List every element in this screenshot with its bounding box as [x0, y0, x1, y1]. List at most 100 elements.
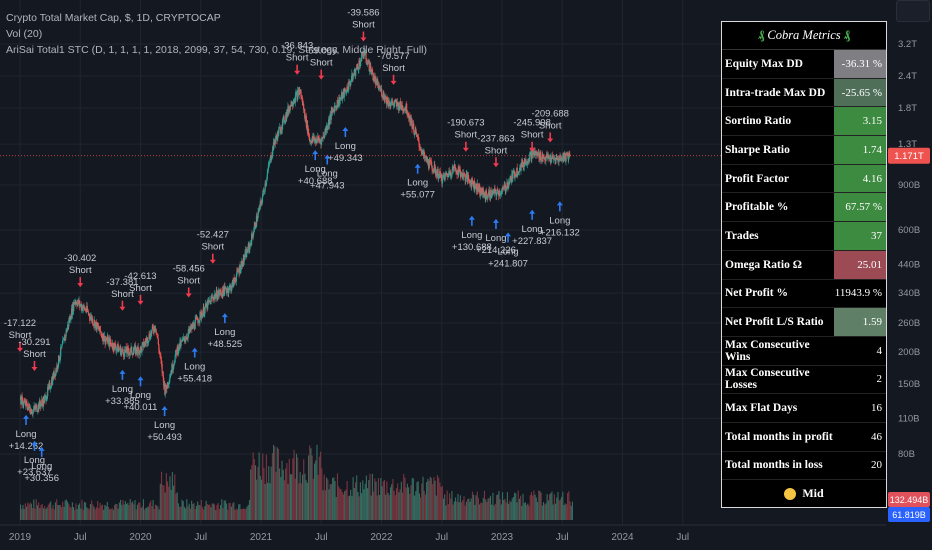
volume-bar — [550, 493, 552, 520]
short-label: -209.688 — [531, 108, 569, 119]
legend-symbol[interactable]: Crypto Total Market Cap, $, 1D, CRYPTOCA… — [6, 12, 221, 24]
volume-bar — [327, 479, 329, 520]
candle-body — [46, 396, 48, 400]
candle-body — [398, 102, 400, 111]
volume-bar — [558, 500, 560, 520]
volume-bar — [205, 500, 207, 520]
volume-label-2: 61.819B — [892, 510, 926, 520]
candle-body — [502, 187, 504, 189]
candle-body — [419, 146, 421, 150]
candle-body — [61, 343, 63, 346]
candle-body — [517, 174, 519, 176]
candle-body — [257, 212, 259, 218]
candle-body — [403, 108, 405, 112]
volume-bar — [373, 491, 375, 520]
candle-body — [32, 410, 34, 414]
candle-body — [173, 364, 175, 366]
candle-body — [25, 400, 28, 403]
candle-body — [292, 105, 294, 107]
volume-bar — [93, 506, 95, 520]
candle-body — [100, 331, 102, 333]
volume-bar — [548, 494, 551, 520]
candle-body — [106, 340, 108, 342]
volume-bar — [194, 509, 196, 520]
metric-value: 37 — [834, 222, 886, 250]
candle-body — [87, 311, 89, 314]
volume-bar — [541, 505, 543, 520]
candle-body — [58, 355, 60, 362]
axis-settings-box[interactable] — [896, 0, 930, 22]
candle-body — [164, 393, 166, 395]
volume-bar — [459, 495, 461, 520]
volume-bar — [475, 495, 477, 520]
candle-body — [479, 185, 481, 196]
price-axis[interactable]: 3.2T 2.4T 1.8T 1.3T 900B 600B 440B 340B 260B 200B… — [886, 0, 932, 550]
volume-bar — [567, 493, 569, 520]
metric-label: Max Flat Days — [722, 394, 834, 422]
price-tick-label: 1.3T — [898, 139, 917, 150]
time-axis-bg — [0, 525, 932, 550]
candle-body — [396, 101, 399, 105]
long-label: +55.418 — [177, 374, 212, 385]
candle-body — [513, 171, 516, 178]
volume-bar — [198, 504, 200, 520]
volume-bar — [514, 492, 516, 520]
volume-bar — [136, 504, 138, 520]
candle-body — [308, 135, 310, 138]
long-label: Long — [305, 164, 326, 175]
volume-bar — [42, 508, 44, 520]
candle-body — [534, 150, 536, 156]
volume-bar — [391, 484, 393, 520]
candle-body — [500, 194, 502, 196]
metric-value: 1.74 — [834, 136, 886, 164]
long-label: +33.885 — [105, 396, 140, 407]
legend-strategy[interactable]: AriSai Total1 STC (D, 1, 1, 1, 1, 2018, … — [6, 44, 428, 56]
metric-row: Omega Ratio Ω 25.01 — [722, 250, 886, 280]
metric-label: Trades — [722, 222, 834, 250]
volume-bar — [416, 482, 418, 520]
short-label: -39.586 — [347, 8, 379, 19]
volume-bar — [477, 497, 479, 520]
candle-body — [163, 377, 165, 387]
candle-body — [322, 135, 324, 139]
candle-body — [523, 161, 525, 167]
long-arrow-head — [492, 218, 499, 223]
volume-bar — [221, 499, 223, 520]
candle-body — [55, 369, 57, 376]
metric-row: Total months in loss 20 — [722, 451, 886, 481]
candle-body — [143, 341, 145, 348]
volume-bar — [474, 505, 476, 520]
volume-bar — [552, 504, 554, 520]
volume-bar — [309, 445, 311, 520]
snake-icon: ₰ — [757, 28, 765, 42]
time-axis[interactable]: 2019 Jul 2020 Jul 2021 Jul 2022 Jul 2023 Jul 2024 J… — [0, 524, 932, 550]
candle-body — [451, 174, 453, 176]
candle-body — [499, 191, 501, 196]
volume-bar — [544, 504, 546, 520]
candle-body — [194, 319, 196, 329]
candle-body — [251, 233, 253, 237]
volume-bar — [87, 508, 89, 520]
metric-label: Net Profit L/S Ratio — [722, 308, 834, 336]
candle-body — [306, 120, 309, 133]
long-label: +30.356 — [24, 473, 59, 484]
candle-body — [294, 94, 297, 103]
volume-bar — [542, 502, 545, 520]
candle-body — [359, 60, 362, 67]
candle-body — [275, 135, 277, 140]
candle-body — [114, 343, 117, 348]
volume-bar — [157, 506, 159, 520]
candle-body — [431, 161, 433, 166]
volume-bar — [269, 483, 271, 520]
price-tick-label: 2.4T — [898, 71, 917, 82]
candle-body — [427, 159, 429, 166]
volume-bar — [59, 504, 61, 520]
legend-volume[interactable]: Vol (20) — [6, 28, 43, 40]
short-label: -59.066 — [305, 46, 337, 57]
candle-body — [145, 339, 148, 343]
candle-body — [160, 356, 162, 361]
short-arrow-head — [318, 75, 325, 80]
candle-body — [293, 102, 295, 104]
volume-bar — [371, 473, 373, 520]
